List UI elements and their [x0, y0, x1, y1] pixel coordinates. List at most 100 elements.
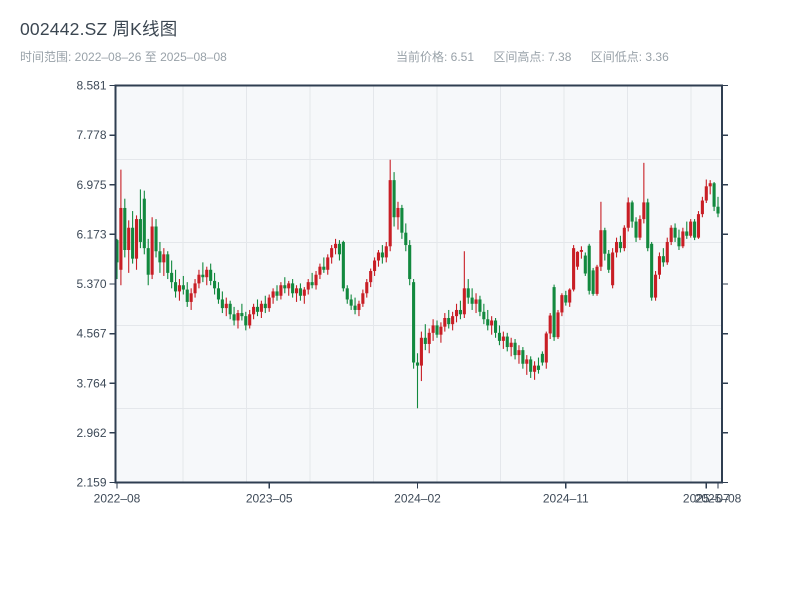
candle-body	[556, 312, 560, 338]
candle-body	[267, 297, 271, 309]
candle-body	[575, 251, 580, 267]
candle-body	[693, 221, 697, 238]
y-axis-label: 5.370	[76, 277, 106, 291]
candle-body	[283, 285, 287, 289]
y-axis-label: 6.173	[76, 227, 106, 241]
candle-body	[439, 326, 443, 335]
candle-body	[201, 274, 205, 278]
current-price-stat: 当前价格: 6.51	[396, 50, 475, 64]
range-low-stat: 区间低点: 3.36	[590, 50, 669, 64]
candle-body	[579, 249, 583, 252]
candle-body	[544, 333, 548, 363]
candle-body	[158, 251, 162, 263]
candle-body	[564, 295, 568, 303]
candle-body	[404, 232, 408, 246]
candle-body	[318, 266, 322, 275]
candle-body	[525, 359, 529, 364]
candle-body	[700, 200, 704, 215]
candle-body	[423, 337, 427, 344]
candle-body	[400, 207, 404, 233]
candle-body	[197, 274, 201, 284]
candle-body	[392, 180, 396, 218]
candle-body	[689, 221, 693, 236]
candle-body	[685, 231, 689, 236]
candle-body	[517, 350, 521, 356]
candle-body	[224, 303, 228, 309]
candle-body	[704, 186, 708, 201]
candle-body	[501, 336, 505, 341]
candle-body	[415, 362, 420, 366]
candle-body	[548, 315, 552, 334]
candle-body	[380, 252, 384, 258]
candle-body	[642, 202, 646, 220]
candle-body	[536, 365, 541, 370]
candle-body	[607, 253, 611, 270]
candle-body	[365, 282, 369, 294]
candle-body	[170, 272, 174, 283]
candle-body	[185, 289, 189, 302]
candle-body	[638, 219, 642, 238]
candles	[115, 159, 720, 409]
candle-body	[396, 207, 400, 218]
candle-body	[255, 306, 260, 312]
x-axis-label: 2022–08	[94, 492, 141, 506]
candle-body	[431, 325, 435, 333]
candle-body	[677, 237, 681, 247]
candle-body	[131, 227, 135, 259]
candle-body	[669, 227, 673, 242]
candle-body	[369, 271, 373, 283]
candle-body	[193, 283, 197, 294]
candle-body	[134, 219, 139, 259]
x-axis-label: 2024–02	[394, 492, 441, 506]
candle-body	[166, 254, 170, 273]
plot-area	[115, 85, 722, 483]
candle-body	[349, 299, 353, 306]
candle-body	[287, 283, 291, 289]
candle-body	[708, 183, 712, 187]
candle-body	[419, 337, 423, 366]
candle-body	[595, 266, 599, 294]
candle-body	[341, 241, 345, 289]
x-axis-label: 2025–07	[683, 492, 730, 506]
candle-body	[220, 299, 224, 309]
candle-body	[614, 241, 619, 253]
candle-body	[333, 243, 338, 249]
candle-body	[474, 299, 478, 304]
axis-labels: 8.581 7.778 6.975 6.173 5.370 4.567 3.764 2.962…	[76, 79, 741, 506]
candle-body	[654, 274, 658, 298]
candle-body	[572, 248, 576, 290]
candle-body	[412, 282, 416, 363]
candle-body	[376, 252, 381, 261]
candle-body	[337, 243, 341, 255]
candle-body	[665, 241, 669, 263]
candle-body	[603, 230, 607, 254]
candle-body	[521, 350, 525, 364]
y-axis-label: 8.581	[76, 79, 106, 93]
time-range-label: 时间范围: 2022–08–26 至 2025–08–08	[20, 50, 227, 64]
candle-body	[560, 295, 564, 313]
candle-body	[150, 226, 154, 275]
candle-body	[154, 226, 158, 252]
candle-body	[626, 202, 630, 228]
candle-body	[568, 289, 572, 303]
candle-body	[630, 202, 634, 222]
candle-body	[209, 269, 213, 281]
candle-body	[552, 287, 556, 338]
candle-body	[443, 318, 447, 327]
candle-body	[451, 316, 455, 325]
candle-body	[252, 306, 256, 315]
axis-ticks	[109, 84, 728, 489]
candle-body	[634, 221, 638, 238]
candle-body	[314, 274, 318, 286]
candle-body	[470, 297, 474, 304]
candle-body	[716, 206, 720, 214]
range-high-stat: 区间高点: 7.38	[493, 50, 572, 64]
price-stats: 当前价格: 6.51 区间高点: 7.38 区间低点: 3.36	[396, 48, 685, 65]
candle-body	[123, 207, 127, 250]
candle-body	[408, 245, 412, 280]
candle-body	[205, 269, 209, 278]
candle-body	[263, 303, 267, 309]
candle-body	[240, 313, 244, 317]
y-axis-label: 3.764	[76, 376, 106, 390]
candle-body	[330, 248, 334, 258]
